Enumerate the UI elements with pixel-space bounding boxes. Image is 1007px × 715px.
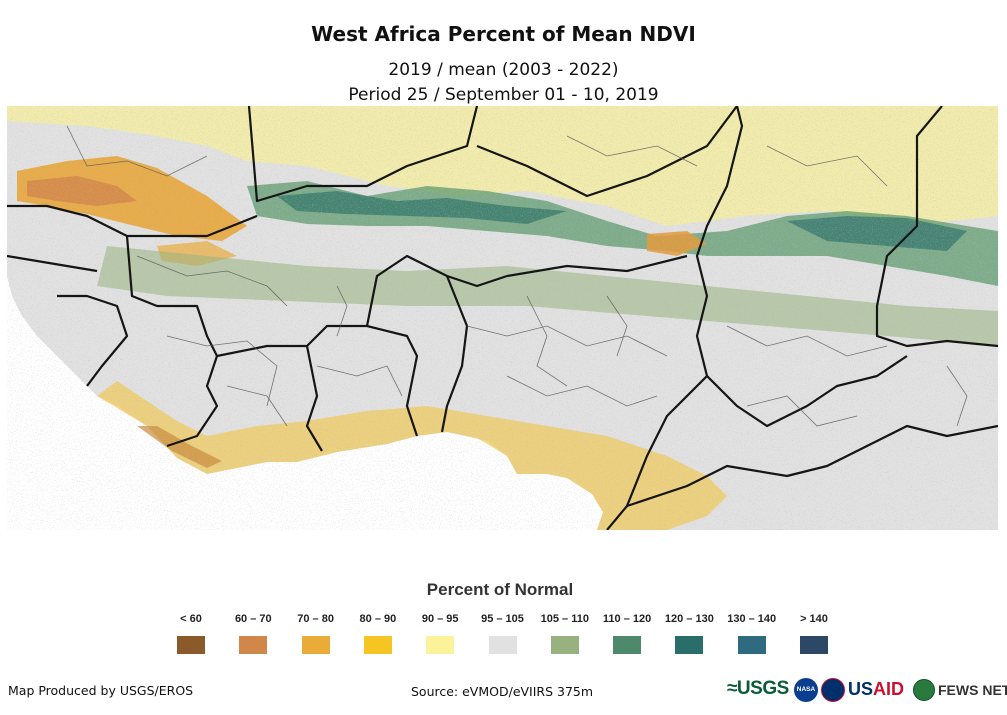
usaid-logo-us: US <box>848 679 874 699</box>
legend-label: 80 – 90 <box>359 613 397 625</box>
ndvi-map <box>7 106 998 530</box>
legend-swatch <box>363 636 392 654</box>
fewsnet-globe-icon <box>913 679 935 701</box>
legend-swatch <box>675 636 704 654</box>
legend-item: > 140 <box>783 613 845 663</box>
data-source: Source: eVMOD/eVIIRS 375m <box>411 684 594 699</box>
legend-swatch <box>426 636 455 654</box>
nasa-logo: NASA <box>794 678 818 702</box>
legend: < 60 60 – 70 70 – 80 80 – 90 90 – 95 95 – 105… <box>160 613 840 663</box>
legend-label: 90 – 95 <box>421 613 459 625</box>
partner-logos: ≈USGS NASA USAID FEWS NET <box>727 676 1007 704</box>
usaid-logo-aid: AID <box>873 679 905 699</box>
legend-item: 80 – 90 <box>347 613 409 663</box>
legend-item: 95 – 105 <box>472 613 534 663</box>
admin-borders <box>66 125 968 427</box>
legend-item: 70 – 80 <box>285 613 347 663</box>
legend-item: 105 – 110 <box>534 613 596 663</box>
usaid-logo: USAID <box>848 676 910 704</box>
legend-label: 130 – 140 <box>727 613 777 625</box>
legend-label: > 140 <box>800 613 828 625</box>
legend-label: < 60 <box>180 613 202 625</box>
legend-label: 120 – 130 <box>664 613 714 625</box>
legend-swatch <box>800 636 828 654</box>
legend-item: 130 – 140 <box>721 613 783 663</box>
legend-swatch <box>737 636 766 654</box>
ndvi-map-canvas <box>7 106 998 530</box>
legend-swatch <box>239 636 268 654</box>
map-subtitle-period: Period 25 / September 01 - 10, 2019 <box>348 85 659 105</box>
legend-label: 95 – 105 <box>481 613 524 625</box>
legend-title: Percent of Normal <box>426 580 574 599</box>
legend-item: < 60 <box>160 613 222 663</box>
legend-swatch <box>488 636 517 654</box>
legend-item: 110 – 120 <box>596 613 658 663</box>
legend-item: 90 – 95 <box>409 613 471 663</box>
usgs-logo: ≈USGS <box>727 678 789 699</box>
legend-label: 70 – 80 <box>297 613 334 625</box>
map-title: West Africa Percent of Mean NDVI <box>311 22 696 46</box>
legend-label: 110 – 120 <box>602 613 652 625</box>
legend-swatch <box>550 636 579 654</box>
map-subtitle-year: 2019 / mean (2003 - 2022) <box>388 60 619 80</box>
legend-label: 105 – 110 <box>540 613 589 625</box>
fewsnet-logo: FEWS NET <box>938 682 1007 698</box>
produced-by-credit: Map Produced by USGS/EROS <box>8 683 194 698</box>
usaid-seal-icon <box>821 678 845 702</box>
legend-label: 60 – 70 <box>234 613 272 625</box>
legend-swatch <box>301 636 330 654</box>
legend-item: 60 – 70 <box>222 613 284 663</box>
legend-swatch <box>613 636 642 654</box>
legend-item: 120 – 130 <box>658 613 720 663</box>
country-borders <box>7 106 998 530</box>
legend-swatch <box>177 636 205 654</box>
